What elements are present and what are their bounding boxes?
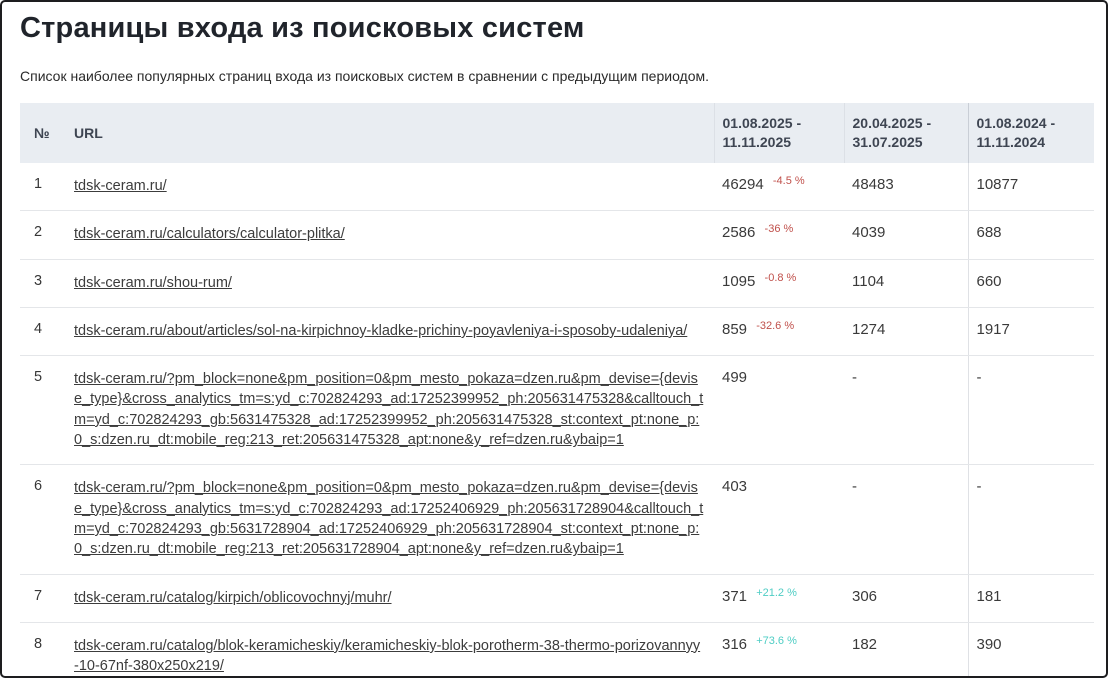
col-header-number: № — [20, 103, 66, 163]
col-header-period-current: 01.08.2025 - 11.11.2025 — [713, 103, 844, 163]
value-year-ago: - — [967, 355, 1094, 466]
url-link[interactable]: tdsk-ceram.ru/about/articles/sol-na-kirp… — [74, 322, 688, 339]
url-link[interactable]: tdsk-ceram.ru/ — [74, 178, 167, 194]
row-number: 8 — [20, 622, 66, 676]
value-previous: 1104 — [844, 259, 968, 308]
row-number: 5 — [20, 355, 66, 466]
value-current: 371 +21.2 % — [714, 574, 844, 623]
value-year-ago: 10877 — [967, 163, 1094, 212]
table-row: 7 tdsk-ceram.ru/catalog/kirpich/oblicovoc… — [20, 574, 1094, 623]
value-year-ago: 688 — [967, 210, 1094, 260]
table-row: 1 tdsk-ceram.ru/46294 -4.5 % 48483 10877 — [20, 163, 1094, 212]
value-current: 403 — [714, 464, 844, 575]
delta-badge: +21.2 % — [756, 586, 797, 599]
table-header-row: № URL 01.08.2025 - 11.11.2025 20.04.2025… — [20, 103, 1094, 163]
table-row: 3 tdsk-ceram.ru/shou-rum/1095 -0.8 % 1104 6… — [20, 259, 1094, 308]
value-current: 316 +73.6 % — [714, 622, 844, 676]
row-number: 7 — [20, 574, 66, 623]
row-number: 2 — [20, 210, 66, 260]
row-number: 6 — [20, 464, 66, 575]
url-cell: tdsk-ceram.ru/ — [66, 163, 714, 212]
url-link[interactable]: tdsk-ceram.ru/catalog/blok-keramicheskiy… — [74, 637, 701, 675]
url-cell: tdsk-ceram.ru/catalog/blok-keramicheskiy… — [66, 622, 714, 676]
page-subtitle: Список наиболее популярных страниц входа… — [20, 68, 710, 84]
url-cell: tdsk-ceram.ru/about/articles/sol-na-kirp… — [66, 307, 714, 357]
table-body: 1 tdsk-ceram.ru/46294 -4.5 % 48483 10877 2 td… — [20, 163, 1094, 676]
value-current: 859 -32.6 % — [714, 307, 844, 357]
value-previous: - — [844, 355, 968, 466]
value-previous: 182 — [844, 622, 968, 676]
table-row: 2 tdsk-ceram.ru/calculators/calculator-pl… — [20, 210, 1094, 260]
url-link[interactable]: tdsk-ceram.ru/calculators/calculator-pli… — [74, 226, 345, 243]
col-header-url: URL — [66, 103, 714, 163]
table-row: 4 tdsk-ceram.ru/about/articles/sol-na-kir… — [20, 307, 1094, 357]
col-header-period-year-ago: 01.08.2024 - 11.11.2024 — [967, 103, 1094, 163]
table-header: № URL 01.08.2025 - 11.11.2025 20.04.2025… — [20, 103, 1094, 163]
value-year-ago: - — [967, 464, 1094, 575]
table-row: 8 tdsk-ceram.ru/catalog/blok-keramicheski… — [20, 622, 1094, 676]
delta-badge: -4.5 % — [772, 175, 805, 187]
value-year-ago: 1917 — [967, 307, 1094, 357]
url-cell: tdsk-ceram.ru/catalog/kirpich/oblicovoch… — [66, 574, 714, 623]
col-header-period-previous: 20.04.2025 - 31.07.2025 — [843, 103, 968, 163]
url-cell: tdsk-ceram.ru/?pm_block=none&pm_position… — [66, 355, 714, 466]
value-previous: - — [844, 464, 968, 575]
value-current: 46294 -4.5 % — [714, 163, 844, 212]
url-link[interactable]: tdsk-ceram.ru/?pm_block=none&pm_position… — [74, 480, 704, 558]
value-current: 1095 -0.8 % — [714, 259, 844, 308]
table-row: 6 tdsk-ceram.ru/?pm_block=none&pm_positio… — [20, 464, 1094, 575]
page-title: Страницы входа из поисковых систем — [20, 12, 585, 44]
url-link[interactable]: tdsk-ceram.ru/?pm_block=none&pm_position… — [74, 371, 704, 449]
value-year-ago: 390 — [967, 622, 1094, 676]
value-current: 2586 -36 % — [714, 210, 844, 260]
table-row: 5 tdsk-ceram.ru/?pm_block=none&pm_positio… — [20, 355, 1094, 466]
url-link[interactable]: tdsk-ceram.ru/catalog/kirpich/oblicovoch… — [74, 589, 392, 606]
url-cell: tdsk-ceram.ru/?pm_block=none&pm_position… — [66, 464, 714, 575]
entry-pages-table: № URL 01.08.2025 - 11.11.2025 20.04.2025… — [20, 103, 1094, 676]
delta-badge: -0.8 % — [764, 271, 797, 284]
delta-badge: -36 % — [764, 223, 794, 236]
url-cell: tdsk-ceram.ru/calculators/calculator-pli… — [66, 210, 714, 260]
row-number: 4 — [20, 307, 66, 357]
delta-badge: -32.6 % — [756, 319, 795, 332]
value-previous: 1274 — [844, 307, 968, 357]
row-number: 3 — [20, 259, 66, 308]
value-previous: 306 — [844, 574, 968, 623]
value-previous: 48483 — [844, 163, 968, 212]
url-link[interactable]: tdsk-ceram.ru/shou-rum/ — [74, 274, 232, 291]
value-year-ago: 181 — [967, 574, 1094, 623]
value-year-ago: 660 — [967, 259, 1094, 308]
value-current: 499 — [714, 355, 844, 466]
url-cell: tdsk-ceram.ru/shou-rum/ — [66, 259, 714, 308]
row-number: 1 — [20, 163, 66, 212]
value-previous: 4039 — [844, 210, 968, 260]
delta-badge: +73.6 % — [756, 634, 797, 647]
